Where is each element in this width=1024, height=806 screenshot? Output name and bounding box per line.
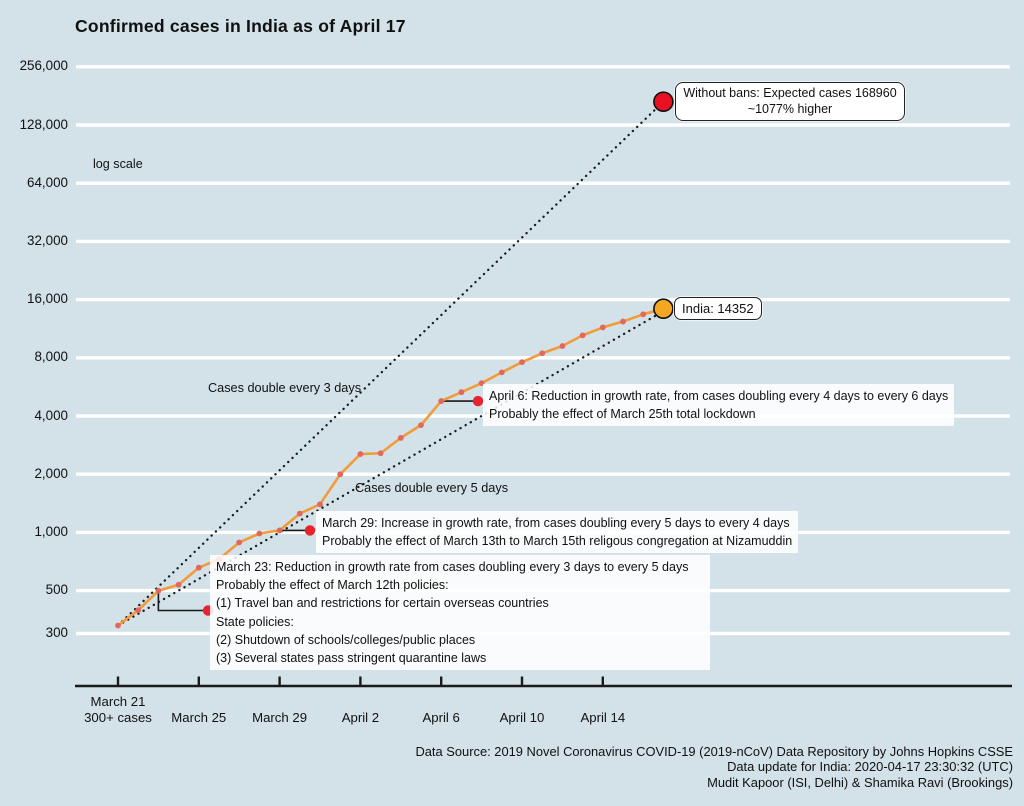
india-cases-label: India: 14352 (674, 297, 762, 320)
expected-cases-line1: Without bans: Expected cases 168960 (683, 86, 897, 100)
data-point (438, 398, 445, 404)
data-point (175, 581, 182, 588)
data-point (155, 587, 162, 594)
annotation-line: (1) Travel ban and restrictions for cert… (216, 596, 549, 611)
data-point (519, 359, 525, 366)
data-point (256, 530, 263, 537)
data-point (599, 324, 606, 331)
annotation-line: (3) Several states pass stringent quaran… (216, 651, 487, 666)
data-point (195, 564, 202, 571)
annotation-line: State policies: (216, 614, 294, 629)
annotation-march29: March 29: Increase in growth rate, from … (316, 511, 799, 554)
data-point (418, 422, 424, 429)
annotation-line: April 6: Reduction in growth rate, from … (489, 389, 949, 403)
data-point (337, 471, 344, 478)
footer-line-authors: Mudit Kapoor (ISI, Delhi) & Shamika Ravi… (707, 774, 1013, 790)
data-point (236, 539, 243, 546)
page-title: Confirmed cases in India as of April 17 (75, 16, 406, 36)
annotation-april6: April 6: Reduction in growth rate, from … (483, 384, 955, 427)
data-point (559, 343, 566, 349)
india-cases-dot (653, 298, 674, 320)
annotation-line: Probably the effect of March 12th polici… (216, 578, 449, 593)
callout-line-march23 (157, 590, 204, 612)
expected-cases-line2: ~1077% higher (747, 102, 833, 117)
data-point (115, 622, 121, 629)
annotation-march23: March 23: Reduction in growth rate from … (210, 555, 710, 671)
india-cases-text: India: 14352 (682, 301, 754, 316)
data-point (498, 369, 505, 376)
log-scale-label: log scale (93, 157, 143, 171)
annotation-line: March 29: Increase in growth rate, from … (322, 516, 790, 530)
data-point (640, 311, 647, 318)
data-point (620, 318, 626, 325)
data-point (458, 389, 465, 396)
data-point (135, 607, 142, 614)
refline-label-3days: Cases double every 3 days (208, 381, 362, 395)
data-point (579, 332, 586, 339)
data-point (357, 451, 364, 457)
footer-line-source: Data Source: 2019 Novel Coronavirus COVI… (415, 744, 1013, 759)
callout-dot-march29 (304, 525, 316, 536)
footer-line-update: Data update for India: 2020-04-17 23:30:… (727, 759, 1013, 775)
refline-double-3days (116, 100, 665, 627)
data-point (539, 350, 546, 357)
data-point (276, 527, 283, 534)
refline-double-5days (116, 310, 665, 627)
annotation-line: (2) Shutdown of schools/colleges/public … (216, 632, 476, 647)
annotation-line: March 23: Reduction in growth rate from … (216, 560, 689, 574)
annotation-line: Probably the effect of March 25th total … (489, 407, 756, 422)
data-point (397, 434, 404, 441)
annotation-line: Probably the effect of March 13th to Mar… (322, 534, 793, 549)
refline-label-5days: Cases double every 5 days (355, 481, 509, 495)
expected-cases-dot (653, 91, 674, 112)
data-point (377, 450, 384, 457)
data-point (296, 510, 303, 517)
footer-credits: Data Source: 2019 Novel Coronavirus COVI… (415, 744, 1013, 790)
data-point (317, 501, 323, 508)
callout-dot-april6 (472, 395, 484, 407)
india-series-line (117, 307, 664, 627)
expected-cases-label: Without bans: Expected cases 168960 ~107… (675, 82, 905, 121)
